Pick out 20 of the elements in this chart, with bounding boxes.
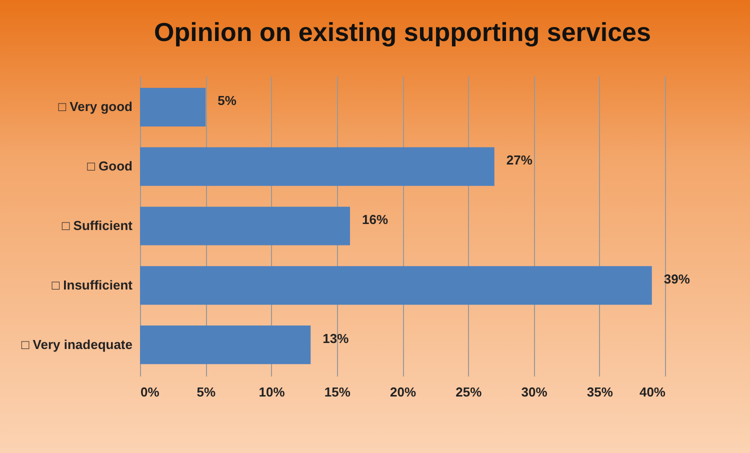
data-label: 16% <box>362 212 388 227</box>
x-tick-label: 10% <box>258 384 286 400</box>
x-tick-label: 15% <box>324 384 351 400</box>
x-tick-label: 30% <box>521 384 548 400</box>
x-tick-label: 20% <box>390 384 416 400</box>
x-tick-label: 25% <box>456 384 482 400</box>
y-tick-label: □ Very inadequate <box>21 336 132 352</box>
y-tick-label: □ Sufficient <box>62 218 134 233</box>
y-tick-label: □ Very good <box>58 99 133 114</box>
data-label: 27% <box>506 152 533 168</box>
x-tick-label: 5% <box>196 384 216 400</box>
chart-title: Opinion on existing supporting services <box>154 17 651 47</box>
x-tick-label: 0% <box>140 384 160 400</box>
data-label: 13% <box>322 330 350 346</box>
data-label: 5% <box>218 93 237 108</box>
x-tick-label: 35% <box>586 384 614 400</box>
x-tick-label: 40% <box>639 384 666 400</box>
y-tick-label: □ Good <box>87 158 133 174</box>
y-tick-label: □ Insufficient <box>52 277 134 292</box>
data-label: 39% <box>664 271 690 286</box>
